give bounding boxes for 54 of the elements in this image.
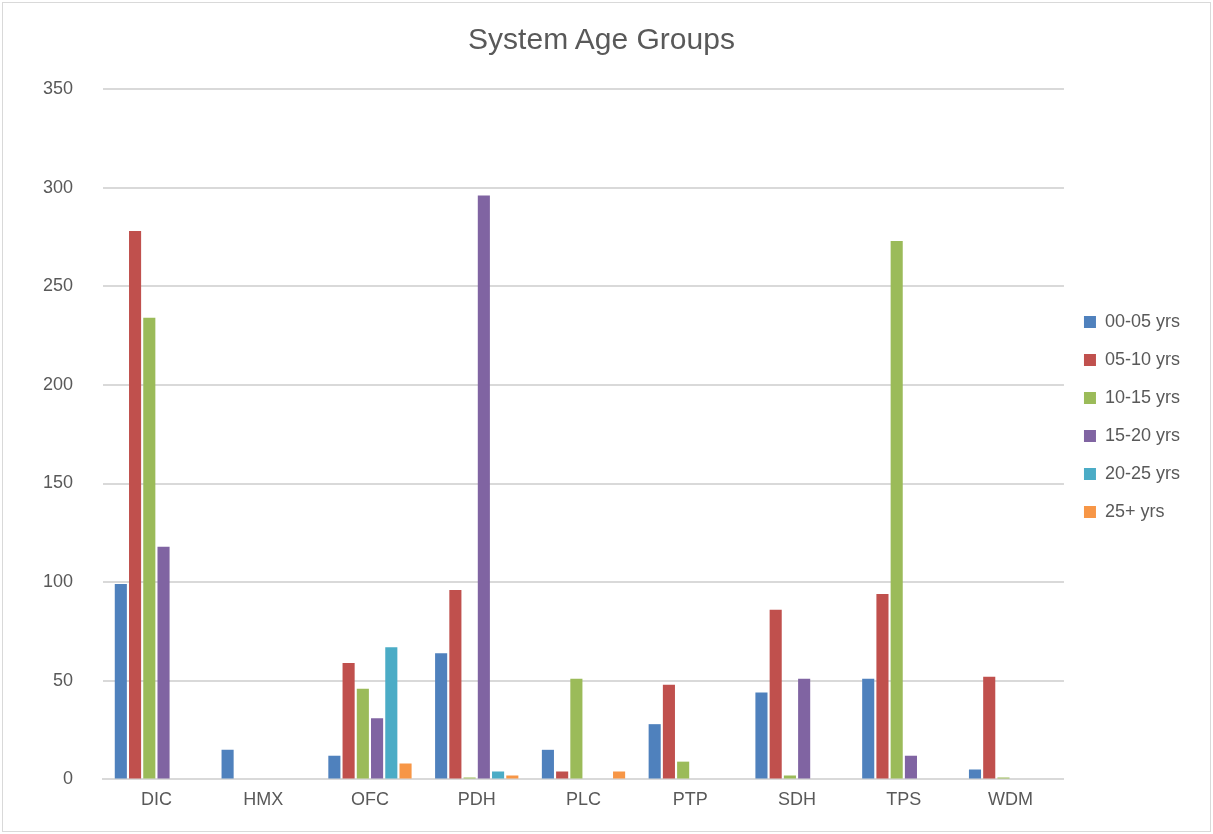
y-tick-label: 350 xyxy=(42,77,74,98)
y-tick-label: 250 xyxy=(42,275,74,296)
bar xyxy=(114,584,127,779)
bar xyxy=(449,590,462,779)
bar xyxy=(769,609,782,779)
x-tick-label: DIC xyxy=(140,789,172,810)
bar xyxy=(862,678,875,779)
bar xyxy=(221,749,234,779)
y-tick-label: 100 xyxy=(42,571,74,592)
bar xyxy=(356,688,369,779)
bar xyxy=(876,593,889,779)
chart-title: System Age Groups xyxy=(468,22,735,56)
bar xyxy=(648,724,661,779)
x-tick-label: PLC xyxy=(565,789,602,810)
y-tick-label: 50 xyxy=(53,669,74,690)
bar xyxy=(783,775,796,779)
x-tick-label: TPS xyxy=(886,789,922,810)
x-tick-label: WDM xyxy=(988,789,1034,810)
legend-label: 25+ yrs xyxy=(1104,500,1165,521)
bar xyxy=(129,231,142,779)
bar xyxy=(157,546,170,779)
y-tick-label: 0 xyxy=(63,768,74,789)
bar xyxy=(328,755,341,779)
bar xyxy=(399,763,412,779)
bar xyxy=(570,678,583,779)
bar xyxy=(755,692,768,779)
bar xyxy=(677,761,690,779)
x-tick-label: HMX xyxy=(243,789,284,810)
x-tick-label: PDH xyxy=(457,789,496,810)
bar xyxy=(798,678,811,779)
bar xyxy=(371,718,384,779)
legend-label: 00-05 yrs xyxy=(1104,310,1181,331)
bar xyxy=(342,663,355,779)
bar xyxy=(385,647,398,779)
bar xyxy=(983,676,996,779)
bar xyxy=(143,317,156,779)
x-tick-label: SDH xyxy=(778,789,817,810)
bar xyxy=(968,769,982,779)
bar xyxy=(541,749,554,779)
legend-label: 10-15 yrs xyxy=(1104,386,1181,407)
bar xyxy=(904,755,917,779)
bar xyxy=(435,653,448,779)
bar xyxy=(506,775,519,779)
x-tick-label: PTP xyxy=(672,789,708,810)
y-tick-label: 150 xyxy=(42,472,74,493)
y-tick-label: 300 xyxy=(42,176,74,197)
legend-label: 05-10 yrs xyxy=(1104,348,1181,369)
legend-label: 15-20 yrs xyxy=(1104,424,1181,445)
bar xyxy=(662,684,675,779)
bar xyxy=(890,240,903,779)
bar xyxy=(477,195,490,779)
y-tick-label: 200 xyxy=(42,373,74,394)
legend-label: 20-25 yrs xyxy=(1104,462,1181,483)
x-tick-label: OFC xyxy=(350,789,389,810)
